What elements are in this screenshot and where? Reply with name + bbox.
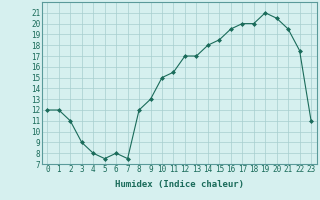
X-axis label: Humidex (Indice chaleur): Humidex (Indice chaleur) xyxy=(115,180,244,189)
